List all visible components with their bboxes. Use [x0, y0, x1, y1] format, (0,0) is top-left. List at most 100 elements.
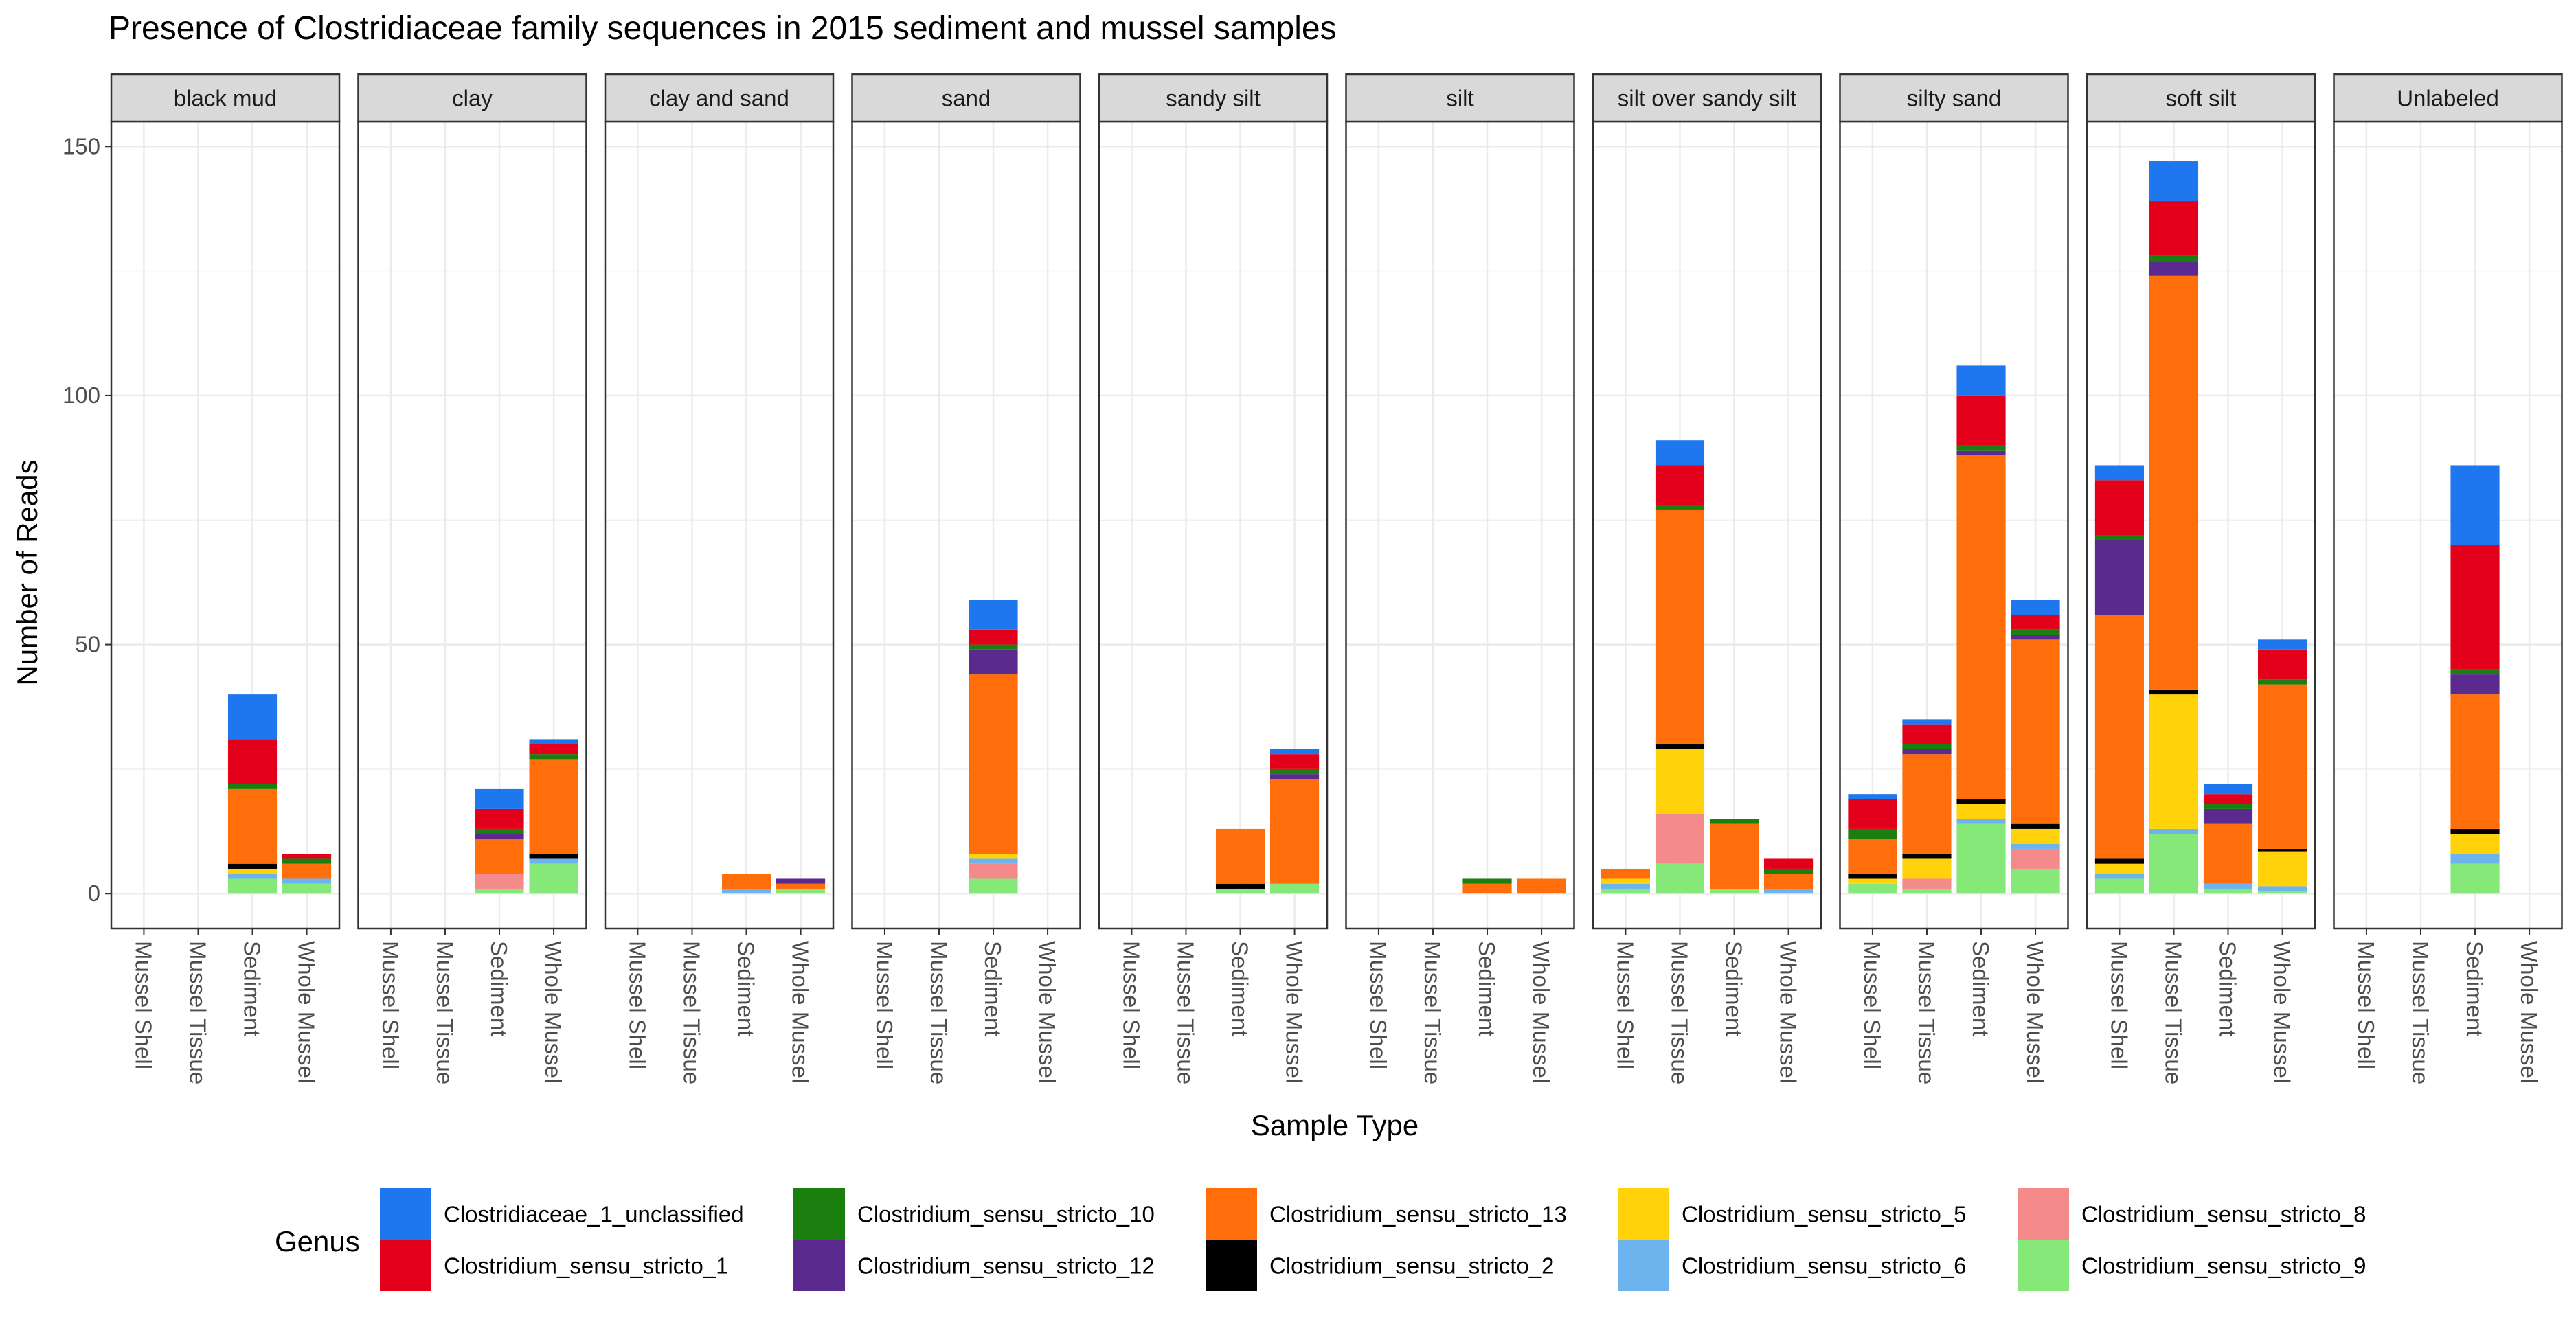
bar-segment-black-mud-sediment-clostridium-sensu-stricto-6 [227, 874, 278, 879]
bar-segment-unlabeled-sediment-clostridium-sensu-stricto-13 [2450, 694, 2500, 829]
panel-background [1346, 122, 1574, 928]
bar-segment-silty-sand-sediment-clostridium-sensu-stricto-12 [1956, 450, 2006, 455]
x-tick-label: Mussel Tissue [1420, 941, 1445, 1084]
bar-segment-silt-over-sandy-silt-mussel-tissue-clostridium-sensu-stricto-10 [1655, 505, 1705, 510]
facet-strip [604, 73, 835, 123]
bar-segment-silt-over-sandy-silt-whole-mussel-clostridium-sensu-stricto-6 [1764, 888, 1814, 894]
legend-swatch [1206, 1240, 1257, 1291]
bar-segment-soft-silt-mussel-tissue-clostridium-sensu-stricto-1 [2149, 201, 2199, 256]
bar-segment-sandy-silt-sediment-clostridium-sensu-stricto-13 [1215, 828, 1265, 884]
bar-segment-soft-silt-mussel-tissue-clostridium-sensu-stricto-12 [2149, 261, 2199, 276]
bar-segment-sand-sediment-clostridium-sensu-stricto-13 [969, 674, 1018, 854]
bar-segment-sand-sediment-clostridium-sensu-stricto-10 [969, 644, 1018, 650]
x-tick-label: Mussel Shell [1366, 941, 1391, 1069]
facet-panel-unlabeled: Unlabeled Mussel Shell Mussel Tissue Sedime… [2333, 73, 2563, 1084]
bar-segment-soft-silt-mussel-shell-clostridium-sensu-stricto-5 [2094, 863, 2144, 874]
bar-segment-clay-and-sand-whole-mussel-clostridium-sensu-stricto-13 [776, 883, 826, 889]
bar-segment-black-mud-sediment-clostridium-sensu-stricto-13 [227, 788, 278, 864]
bar-segment-sand-sediment-clostridium-sensu-stricto-12 [969, 649, 1018, 675]
x-tick-label: Sediment [980, 941, 1006, 1036]
x-tick-label: Mussel Tissue [2408, 941, 2433, 1084]
bar-segment-silt-over-sandy-silt-mussel-shell-clostridium-sensu-stricto-6 [1601, 883, 1650, 889]
bar-segment-clay-whole-mussel-clostridium-sensu-stricto-10 [529, 754, 578, 760]
bar-segment-silt-sediment-clostridium-sensu-stricto-13 [1462, 883, 1512, 894]
bar-segment-soft-silt-sediment-clostridium-sensu-stricto-13 [2203, 823, 2253, 884]
bar-segment-soft-silt-mussel-tissue-clostridium-sensu-stricto-6 [2149, 828, 2199, 834]
bar-segment-sandy-silt-whole-mussel-clostridiaceae-1-unclassified [1270, 749, 1320, 755]
facet-panel-clay-and-sand: clay and sand Mussel Shell Mussel Tissue Se… [604, 73, 835, 1084]
facet-strip-label: silt [1446, 86, 1473, 111]
panel-background [111, 122, 339, 928]
bar-segment-black-mud-whole-mussel-clostridium-sensu-stricto-9 [282, 883, 332, 894]
bar-segment-silty-sand-mussel-tissue-clostridium-sensu-stricto-5 [1902, 858, 1952, 879]
legend-label: Clostridium_sensu_stricto_2 [1269, 1253, 1555, 1279]
bar-segment-unlabeled-sediment-clostridium-sensu-stricto-12 [2450, 674, 2500, 695]
bar-segment-silty-sand-whole-mussel-clostridium-sensu-stricto-8 [2011, 848, 2060, 869]
bar-segment-soft-silt-mussel-shell-clostridium-sensu-stricto-12 [2094, 540, 2144, 615]
x-tick-label: Sediment [486, 941, 512, 1036]
x-tick-label: Whole Mussel [2270, 941, 2295, 1083]
x-tick-label: Whole Mussel [1282, 941, 1307, 1083]
x-tick-label: Mussel Tissue [926, 941, 951, 1084]
legend-swatch [2018, 1188, 2069, 1240]
legend-item-clostridium-sensu-stricto-6: Clostridium_sensu_stricto_6 [1618, 1240, 1967, 1291]
bar-segment-silty-sand-mussel-shell-clostridium-sensu-stricto-13 [1848, 839, 1897, 874]
bar-segment-sand-sediment-clostridium-sensu-stricto-1 [969, 629, 1018, 645]
x-tick-label: Mussel Shell [2106, 941, 2132, 1069]
bar-segment-silty-sand-mussel-tissue-clostridium-sensu-stricto-2 [1902, 854, 1952, 859]
x-tick-label: Sediment [1228, 941, 1253, 1036]
bar-segment-silty-sand-mussel-shell-clostridium-sensu-stricto-5 [1848, 878, 1897, 884]
bar-segment-clay-and-sand-sediment-clostridium-sensu-stricto-6 [721, 888, 771, 894]
bar-segment-sandy-silt-whole-mussel-clostridium-sensu-stricto-13 [1270, 779, 1320, 884]
legend-item-clostridium-sensu-stricto-10: Clostridium_sensu_stricto_10 [793, 1188, 1155, 1240]
legend-swatch [793, 1240, 845, 1291]
x-tick-label: Mussel Tissue [185, 941, 210, 1084]
bar-segment-unlabeled-sediment-clostridium-sensu-stricto-1 [2450, 545, 2500, 670]
legend-label: Clostridiaceae_1_unclassified [444, 1202, 744, 1227]
x-tick-label: Mussel Shell [378, 941, 403, 1069]
bar-segment-silt-over-sandy-silt-whole-mussel-clostridium-sensu-stricto-1 [1764, 858, 1814, 869]
bar-segment-silt-over-sandy-silt-mussel-tissue-clostridiaceae-1-unclassified [1655, 440, 1705, 466]
y-tick-label: 50 [75, 632, 100, 657]
x-tick-label: Sediment [2215, 941, 2241, 1036]
x-tick-label: Sediment [1721, 941, 1747, 1036]
y-tick-label: 100 [63, 383, 100, 408]
bar-segment-silty-sand-sediment-clostridium-sensu-stricto-1 [1956, 395, 2006, 446]
bar-segment-clay-whole-mussel-clostridium-sensu-stricto-9 [529, 863, 578, 894]
facet-strip [1839, 73, 2069, 123]
bar-segment-silty-sand-sediment-clostridium-sensu-stricto-10 [1956, 445, 2006, 451]
bar-segment-soft-silt-mussel-shell-clostridium-sensu-stricto-10 [2094, 535, 2144, 540]
legend-swatch [1618, 1240, 1669, 1291]
facet-strip-label: soft silt [2166, 86, 2237, 111]
bar-segment-silt-over-sandy-silt-sediment-clostridium-sensu-stricto-13 [1709, 823, 1759, 889]
x-tick-label: Mussel Tissue [2160, 941, 2186, 1084]
legend: Genus Clostridiaceae_1_unclassified Clost… [275, 1188, 2366, 1291]
bar-segment-sand-sediment-clostridium-sensu-stricto-8 [969, 863, 1018, 879]
facet-panel-black-mud: black mud Mussel Shell Mussel Tissue Sedime… [110, 73, 341, 1084]
x-tick-label: Mussel Shell [2353, 941, 2379, 1069]
facet-strip-label: silty sand [1907, 86, 2002, 111]
facet-strip [1345, 73, 1575, 123]
x-tick-label: Mussel Tissue [1667, 941, 1692, 1084]
x-tick-label: Sediment [1474, 941, 1500, 1036]
bar-segment-silt-sediment-clostridium-sensu-stricto-10 [1462, 878, 1512, 884]
x-tick-label: Whole Mussel [1776, 941, 1801, 1083]
bar-segment-silt-over-sandy-silt-mussel-tissue-clostridium-sensu-stricto-9 [1655, 863, 1705, 894]
legend-label: Clostridium_sensu_stricto_12 [857, 1253, 1155, 1279]
facet-strip-label: sandy silt [1166, 86, 1261, 111]
bar-segment-black-mud-sediment-clostridium-sensu-stricto-2 [227, 863, 278, 869]
bar-segment-soft-silt-sediment-clostridium-sensu-stricto-1 [2203, 794, 2253, 804]
x-tick-label: Mussel Shell [131, 941, 156, 1069]
bar-segment-silt-over-sandy-silt-whole-mussel-clostridium-sensu-stricto-13 [1764, 874, 1814, 889]
bar-segment-clay-whole-mussel-clostridium-sensu-stricto-2 [529, 854, 578, 859]
bar-segment-clay-and-sand-sediment-clostridium-sensu-stricto-13 [721, 874, 771, 889]
bar-segment-clay-whole-mussel-clostridium-sensu-stricto-6 [529, 858, 578, 864]
panel-background [1593, 122, 1821, 928]
bar-segment-silty-sand-whole-mussel-clostridium-sensu-stricto-5 [2011, 828, 2060, 844]
bar-segment-soft-silt-mussel-tissue-clostridium-sensu-stricto-13 [2149, 275, 2199, 690]
facet-strip-label: sand [942, 86, 991, 111]
panel-background [605, 122, 833, 928]
bar-segment-silty-sand-mussel-shell-clostridium-sensu-stricto-9 [1848, 883, 1897, 894]
bar-segment-silty-sand-whole-mussel-clostridium-sensu-stricto-6 [2011, 843, 2060, 849]
